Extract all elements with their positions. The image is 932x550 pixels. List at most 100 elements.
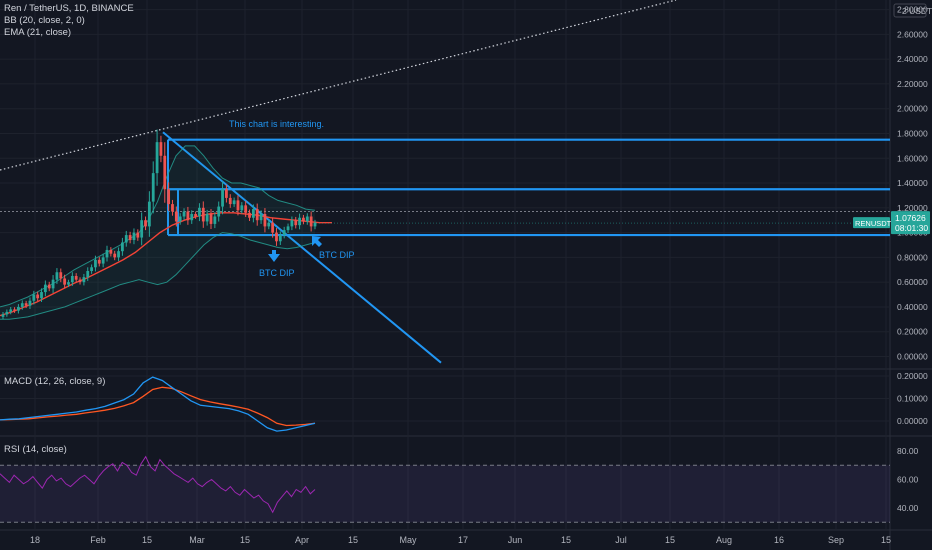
candle[interactable] [244, 205, 248, 213]
candle[interactable] [117, 251, 120, 258]
candle[interactable] [298, 217, 301, 226]
candle[interactable] [9, 309, 13, 312]
candle[interactable] [147, 201, 151, 227]
candle[interactable] [1, 314, 5, 317]
ticker-tag[interactable] [853, 217, 890, 229]
candle[interactable] [205, 214, 209, 222]
candle[interactable] [236, 200, 240, 211]
macd-pane[interactable] [0, 376, 316, 432]
candle[interactable] [59, 272, 63, 279]
candle[interactable] [55, 272, 59, 280]
candle[interactable] [78, 279, 82, 283]
candle[interactable] [278, 235, 282, 242]
candle[interactable] [140, 220, 144, 238]
ema-indicator-label[interactable]: EMA (21, close) [4, 27, 72, 38]
candle[interactable] [47, 284, 51, 289]
btc-dip-label[interactable]: BTC DIP [319, 250, 355, 260]
candle[interactable] [97, 259, 101, 264]
ema-line[interactable] [0, 212, 332, 317]
macd-line[interactable] [0, 376, 316, 432]
candle[interactable] [313, 222, 317, 227]
candle[interactable] [132, 232, 136, 241]
candle[interactable] [282, 230, 286, 236]
candle[interactable] [67, 282, 70, 285]
candle[interactable] [151, 173, 155, 202]
candle[interactable] [228, 197, 232, 205]
symbol-title[interactable]: Ren / TetherUS, 1D, BINANCE [4, 3, 134, 14]
candle[interactable] [28, 300, 32, 306]
candle[interactable] [201, 207, 205, 222]
candle[interactable] [136, 232, 140, 238]
candle[interactable] [194, 214, 197, 217]
candle[interactable] [240, 205, 244, 211]
chart-note-text[interactable]: This chart is interesting. [229, 119, 324, 129]
last-price-box[interactable] [891, 211, 930, 235]
candle[interactable] [20, 303, 24, 307]
candle[interactable] [255, 209, 259, 221]
candle[interactable] [36, 294, 40, 299]
candle[interactable] [186, 211, 190, 221]
candle[interactable] [286, 226, 290, 231]
candle[interactable] [267, 222, 271, 227]
candle[interactable] [275, 232, 278, 242]
rsi-pane[interactable] [0, 455, 890, 523]
candle[interactable] [32, 294, 36, 301]
price-axis[interactable]: 2.80000 2.60000 2.40000 2.20000 2.00000 1.800… [893, 3, 932, 513]
dotted-trend-line[interactable] [0, 0, 677, 171]
candle[interactable] [190, 214, 194, 221]
candle[interactable] [225, 189, 228, 198]
rsi-indicator-label[interactable]: RSI (14, close) [4, 444, 67, 455]
candle[interactable] [86, 271, 90, 278]
bb-lower-band[interactable] [0, 232, 316, 320]
candle[interactable] [251, 209, 255, 218]
candle[interactable] [221, 189, 224, 207]
candle[interactable] [182, 211, 186, 217]
candle[interactable] [82, 277, 86, 283]
bb-indicator-label[interactable]: BB (20, close, 2, 0) [4, 15, 85, 26]
candle[interactable] [51, 279, 55, 289]
candle[interactable] [109, 249, 113, 254]
descending-trend-line[interactable] [162, 131, 442, 364]
candle[interactable] [43, 284, 47, 293]
candle[interactable] [294, 220, 298, 226]
candle[interactable] [290, 220, 294, 227]
candle[interactable] [171, 204, 174, 212]
macd-signal-line[interactable] [0, 386, 316, 427]
candle[interactable] [159, 142, 163, 156]
candle[interactable] [101, 257, 105, 264]
candle[interactable] [305, 216, 309, 222]
candle[interactable] [217, 206, 221, 217]
macd-indicator-label[interactable]: MACD (12, 26, close, 9) [4, 376, 106, 387]
candle[interactable] [163, 155, 167, 190]
rsi-line[interactable] [0, 455, 316, 514]
candle[interactable] [167, 189, 171, 205]
candle[interactable] [63, 278, 67, 285]
candle[interactable] [174, 211, 178, 222]
candle[interactable] [5, 311, 9, 315]
candle[interactable] [309, 216, 313, 227]
candle[interactable] [94, 259, 97, 268]
btc-dip-label[interactable]: BTC DIP [259, 268, 295, 278]
candle[interactable] [302, 217, 305, 222]
candle[interactable] [70, 275, 74, 283]
candle[interactable] [113, 253, 117, 258]
candle[interactable] [232, 200, 236, 205]
candle[interactable] [263, 214, 267, 227]
candle[interactable] [24, 303, 28, 306]
candle[interactable] [13, 309, 16, 311]
candle[interactable] [178, 216, 182, 222]
candle[interactable] [155, 142, 159, 174]
candle[interactable] [259, 214, 263, 221]
candle[interactable] [213, 216, 217, 224]
candle[interactable] [209, 214, 213, 224]
candle[interactable] [248, 212, 251, 218]
main-price-pane[interactable]: This chart is interesting. BTC DIP BTC DIP [0, 0, 890, 364]
candle[interactable] [144, 220, 147, 227]
candle[interactable] [124, 235, 128, 243]
candle[interactable] [74, 275, 78, 280]
candle[interactable] [271, 222, 275, 233]
candle[interactable] [121, 242, 124, 252]
candle[interactable] [17, 306, 20, 311]
time-axis[interactable]: 18 Feb 15 Mar 15 Apr 15 May 17 Jun 15 Jul 15 Aug 16 Sep… [30, 535, 891, 545]
